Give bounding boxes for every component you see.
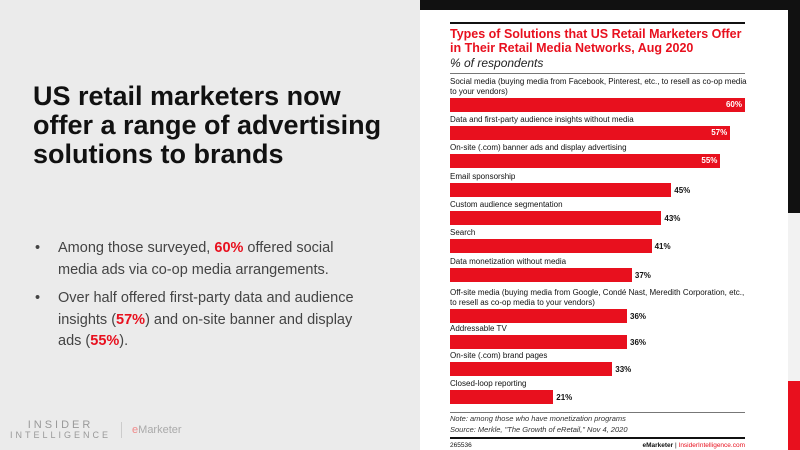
bar: [450, 183, 672, 197]
category-label: Data and first-party audience insights w…: [450, 114, 634, 124]
bullet-item: Over half offered first-party data and a…: [33, 288, 373, 353]
divider: [121, 422, 123, 438]
value-label: 57%: [711, 128, 728, 137]
bullet-text: ) and on-site banner and display ads (: [58, 311, 353, 350]
left-panel: US retail marketers now offer a range of…: [0, 0, 420, 450]
bar: [450, 390, 554, 404]
bar: [450, 239, 652, 253]
bar-item: Addressable TV 36%: [450, 323, 750, 349]
category-label: Email sponsorship: [450, 171, 516, 181]
credits: 265536 eMarketer | InsiderIntelligence.c…: [450, 442, 745, 449]
category-label: On-site (.com) banner ads and display ad…: [450, 142, 627, 152]
bar: [450, 309, 627, 323]
bar: [450, 268, 632, 282]
credit-right: InsiderIntelligence.com: [678, 442, 745, 449]
bar: [450, 362, 613, 376]
highlight: 55%: [90, 333, 120, 349]
bar-row: 57%: [450, 126, 750, 140]
value-label: 37%: [634, 270, 651, 280]
value-label: 36%: [630, 337, 647, 347]
chart-source: Source: Merkle, "The Growth of eRetail,"…: [450, 424, 628, 434]
value-label: 45%: [674, 185, 691, 195]
chart-subtitle: % of respondents: [450, 56, 544, 70]
category-label: Search: [450, 227, 476, 237]
logo-line: INTELLIGENCE: [10, 430, 112, 440]
chart-title: Types of Solutions that US Retail Market…: [450, 27, 742, 55]
bar-item: Email sponsorship 45%: [450, 171, 750, 197]
bar-item: Data and first-party audience insights w…: [450, 114, 750, 140]
bullet-text: ).: [119, 333, 129, 349]
bar-row: 60%: [450, 98, 750, 112]
bullet-text: offered social media ads via co-op media…: [58, 240, 334, 278]
chart-id: 265536: [450, 442, 472, 449]
category-label: Data monetization without media: [450, 256, 567, 266]
bar: 60%: [450, 98, 745, 112]
bar-item: Off-site media (buying media from Google…: [450, 288, 750, 323]
bar-item: Search 41%: [450, 227, 750, 253]
logo-line: INSIDER: [27, 419, 94, 431]
highlight: 57%: [116, 311, 146, 328]
bar-item: Social media (buying media from Facebook…: [450, 77, 750, 112]
bar-row: 36%: [450, 309, 750, 323]
bar-row: 21%: [450, 390, 750, 404]
logo-text: Marketer: [138, 424, 182, 436]
chart-footer: Note: among those who have monetization …: [450, 412, 745, 449]
bar-row: 45%: [450, 183, 750, 197]
bar-item: On-site (.com) brand pages 33%: [450, 350, 750, 376]
bullet-text: Over half offered first-party data and a…: [58, 290, 354, 328]
divider: [450, 73, 745, 74]
headline: US retail marketers now offer a range of…: [33, 81, 382, 169]
edge-strip: [788, 213, 800, 381]
category-label: Addressable TV: [450, 323, 507, 333]
insider-intelligence-logo: INSIDER INTELLIGENCE: [10, 419, 112, 441]
divider: [450, 437, 745, 439]
category-label: Custom audience segmentation: [450, 199, 563, 209]
bullet-item: Among those surveyed, 60% offered social…: [33, 238, 373, 281]
category-label: On-site (.com) brand pages: [450, 350, 548, 360]
highlight: 60%: [214, 240, 244, 256]
logos: INSIDER INTELLIGENCE eMarketer: [10, 419, 182, 441]
bar: 57%: [450, 126, 731, 140]
chart-panel: [420, 10, 788, 450]
value-label: 43%: [664, 213, 681, 223]
bar-row: 55%: [450, 154, 750, 168]
bar-item: On-site (.com) banner ads and display ad…: [450, 142, 750, 168]
chart-note: Note: among those who have monetization …: [450, 414, 626, 423]
category-label: Off-site media (buying media from Google…: [450, 288, 745, 307]
chart: Types of Solutions that US Retail Market…: [450, 22, 747, 404]
value-label: 36%: [630, 311, 647, 321]
bar-row: 37%: [450, 268, 750, 282]
bar-row: 36%: [450, 335, 750, 349]
bar-item: Custom audience segmentation 43%: [450, 199, 750, 225]
bar: 55%: [450, 154, 721, 168]
category-label: Social media (buying media from Facebook…: [450, 77, 747, 96]
bar: [450, 211, 662, 225]
credit: eMarketer | InsiderIntelligence.com: [642, 442, 745, 449]
value-label: 60%: [725, 100, 742, 109]
edge-strip: [788, 0, 800, 213]
edge-strip: [788, 381, 800, 450]
bar-item: Closed-loop reporting 21%: [450, 378, 750, 404]
bar: [450, 335, 627, 349]
bar-row: 33%: [450, 362, 750, 376]
bullet-text: Among those surveyed,: [58, 240, 215, 256]
logo-e: e: [132, 424, 139, 436]
bar-row: 43%: [450, 211, 750, 225]
value-label: 33%: [615, 364, 632, 374]
emarketer-logo: eMarketer: [132, 424, 182, 436]
bar-item: Data monetization without media 37%: [450, 256, 750, 282]
bar-row: 41%: [450, 239, 750, 253]
divider: [450, 22, 745, 24]
credit-separator: |: [675, 442, 677, 449]
value-label: 21%: [556, 392, 573, 402]
bullet-list: Among those surveyed, 60% offered social…: [33, 238, 373, 360]
category-label: Closed-loop reporting: [450, 378, 527, 388]
top-bar: [420, 0, 800, 10]
value-label: 55%: [701, 156, 718, 165]
credit-left: eMarketer: [642, 442, 674, 449]
divider: [450, 412, 745, 413]
value-label: 41%: [654, 241, 671, 251]
